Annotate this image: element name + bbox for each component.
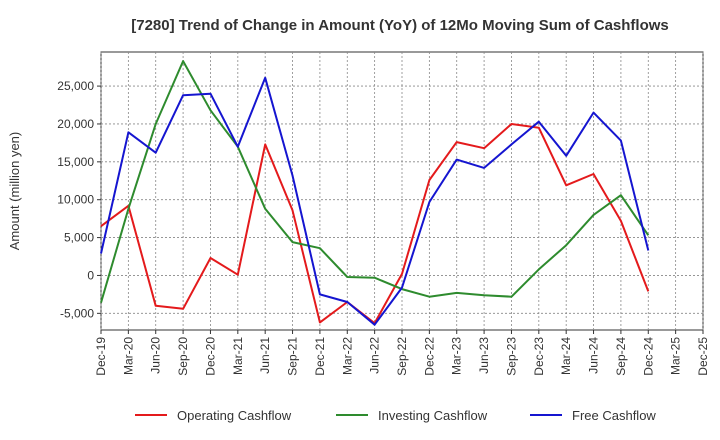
y-tick-label: 25,000 [57, 79, 94, 93]
x-tick-label: Sep-21 [286, 337, 300, 376]
x-tick-label: Sep-24 [614, 337, 628, 376]
y-tick-label: 10,000 [57, 193, 94, 207]
y-axis-label: Amount (million yen) [7, 132, 22, 251]
x-tick-label: Dec-19 [94, 337, 108, 376]
y-tick-label: 20,000 [57, 117, 94, 131]
x-tick-label: Sep-20 [176, 337, 190, 376]
x-tick-label: Jun-21 [258, 337, 272, 374]
series-line-investing-cashflow [100, 60, 650, 303]
y-axis-ticks: -5,000 0 5,000 10,000 15,000 20,000 25,000 [57, 79, 101, 320]
y-tick-label: 5,000 [64, 231, 94, 245]
x-tick-label: Dec-21 [313, 337, 327, 376]
x-tick-label: Dec-25 [696, 337, 710, 376]
y-tick-label: 15,000 [57, 155, 94, 169]
y-tick-label: 0 [87, 268, 94, 282]
x-tick-label: Jun-20 [149, 337, 163, 374]
x-tick-label: Jun-23 [477, 337, 491, 374]
x-tick-label: Dec-24 [641, 337, 655, 376]
x-tick-label: Dec-20 [203, 337, 217, 376]
chart-title: [7280] Trend of Change in Amount (YoY) o… [131, 17, 669, 34]
legend-label-operating-cashflow: Operating Cashflow [177, 408, 292, 423]
x-tick-label: Sep-23 [504, 337, 518, 376]
x-tick-label: Mar-20 [121, 337, 135, 375]
series-group [100, 60, 650, 326]
y-tick-label: -5,000 [60, 306, 94, 320]
x-tick-label: Jun-24 [587, 337, 601, 374]
legend-label-investing-cashflow: Investing Cashflow [378, 408, 488, 423]
x-tick-label: Mar-21 [231, 337, 245, 375]
x-axis-ticks: Dec-19 Mar-20 Jun-20 Sep-20 Dec-20 Mar-21 Jun-… [94, 330, 710, 376]
x-tick-label: Jun-22 [368, 337, 382, 374]
x-tick-label: Mar-24 [559, 337, 573, 375]
series-line-free-cashflow [100, 76, 650, 326]
x-tick-label: Dec-22 [422, 337, 436, 376]
x-tick-label: Mar-23 [450, 337, 464, 375]
legend: Operating Cashflow Investing Cashflow Free… [135, 408, 656, 423]
x-tick-label: Mar-22 [340, 337, 354, 375]
x-tick-label: Dec-23 [532, 337, 546, 376]
x-tick-label: Sep-22 [395, 337, 409, 376]
legend-label-free-cashflow: Free Cashflow [572, 408, 656, 423]
x-tick-label: Mar-25 [669, 337, 683, 375]
